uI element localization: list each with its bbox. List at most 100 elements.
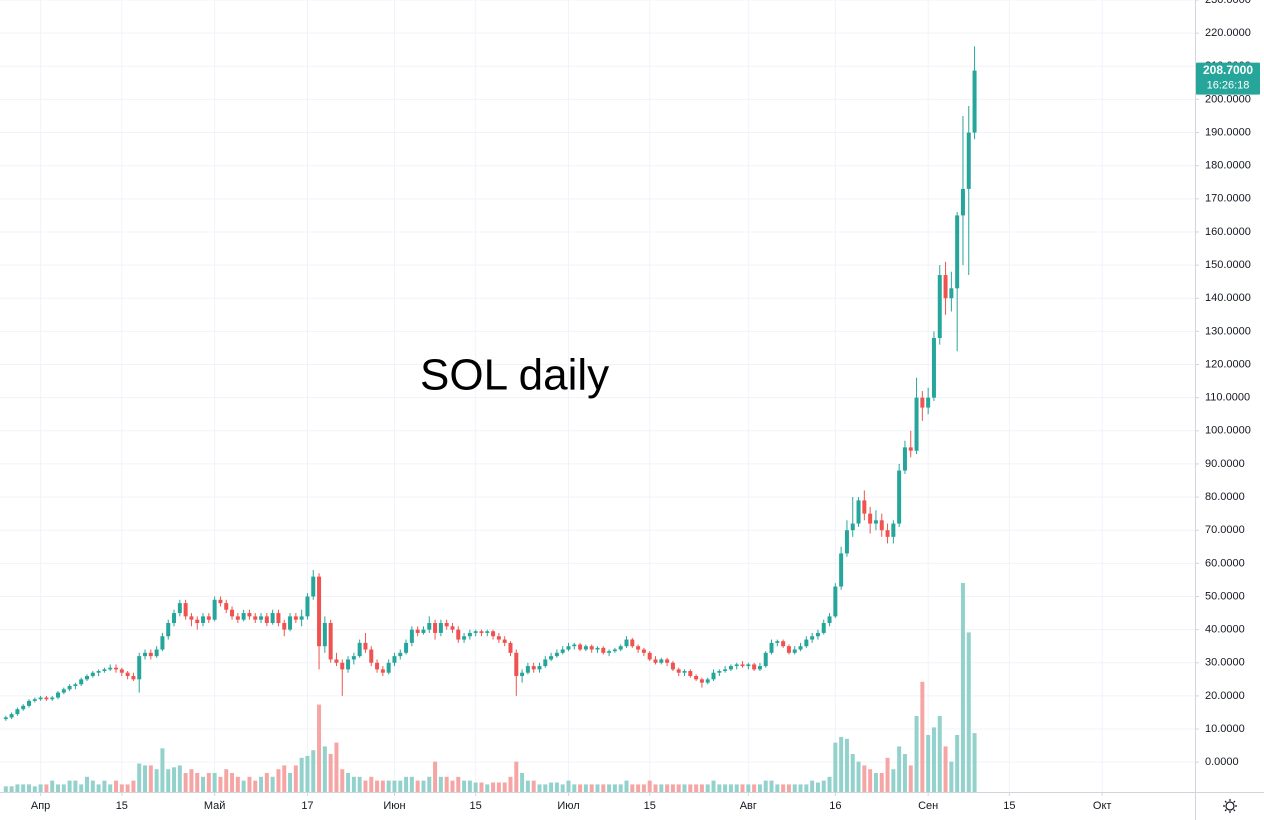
volume-bar [108,784,113,792]
volume-bar [38,784,43,792]
volume-bar [844,738,849,792]
candle-body [514,652,519,677]
volume-bar [554,782,559,792]
candle-body [212,599,217,620]
candle-body [682,671,687,673]
candle-body [32,699,37,701]
candle-body [131,676,136,680]
candle-body [3,717,8,720]
candle-body [351,656,356,660]
candle-body [21,705,26,710]
candle-body [554,652,559,657]
volume-bar [694,784,699,792]
volume-bar [247,776,252,792]
candle-body [850,523,855,531]
candle-body [525,666,530,673]
volume-bar [792,784,797,792]
candle-body [119,669,124,673]
y-tick-label: 50.0000 [1205,590,1245,602]
volume-bar [508,776,513,792]
volume-bar [201,776,206,792]
candle-body [375,662,380,670]
candle-body [879,520,884,531]
volume-bar [496,782,501,792]
x-tick-label: 15 [1003,800,1015,812]
volume-bar [85,776,90,792]
candle-body [839,553,844,587]
candle-body [827,616,832,623]
y-tick-label: 0.0000 [1205,756,1239,768]
volume-bar [119,784,124,792]
settings-icon[interactable] [1223,799,1237,813]
volume-bar [665,784,670,792]
volume-bars [3,583,977,792]
volume-bar [636,784,641,792]
volume-bar [659,784,664,792]
candle-body [833,586,838,617]
candle-body [311,576,316,597]
volume-bar [949,761,954,792]
candle-body [926,397,931,408]
candle-body [960,188,965,216]
candle-body [630,639,635,647]
volume-bar [392,780,397,792]
candle-body [56,692,61,698]
volume-bar [920,681,925,792]
volume-bar [450,780,455,792]
volume-bar [288,773,293,792]
candle-body [485,631,490,633]
candle-body [699,679,704,683]
candle-body [792,649,797,653]
volume-bar [224,769,229,792]
candle-body [804,639,809,647]
y-tick-label: 60.0000 [1205,557,1245,569]
volume-bar [734,784,739,792]
volume-bar [549,782,554,792]
volume-bar [682,784,687,792]
candle-body [711,672,716,680]
candle-body [897,470,902,524]
volume-bar [839,736,844,792]
candle-body [462,636,467,640]
volume-bar [212,773,217,792]
candle-body [177,603,182,614]
volume-bar [456,776,461,792]
candle-body [821,622,826,633]
candle-body [357,642,362,657]
candle-body [955,215,960,289]
volume-bar [363,780,368,792]
volume-bar [514,761,519,792]
volume-bar [9,786,14,792]
volume-bar [317,704,322,792]
volume-bar [415,780,420,792]
volume-bar [723,784,728,792]
volume-bar [601,784,606,792]
candle-body [717,671,722,673]
candle-body [757,666,762,670]
candle-body [409,629,414,643]
volume-bar [160,748,165,792]
candle-body [346,659,351,670]
volume-bar [902,754,907,792]
volume-bar [775,784,780,792]
candle-body [206,616,211,620]
volume-bar [908,765,913,792]
volume-bar [154,769,159,792]
candle-body [438,622,443,633]
volume-bar [862,765,867,792]
volume-bar [868,769,873,792]
volume-bar [833,742,838,792]
volume-bar [630,784,635,792]
candle-body [891,523,896,537]
volume-bar [897,746,902,792]
volume-bar [56,784,61,792]
y-tick-label: 10.0000 [1205,723,1245,735]
volume-bar [177,765,182,792]
volume-bar [589,784,594,792]
volume-bar [879,773,884,792]
y-tick-label: 190.0000 [1205,126,1251,138]
x-tick-label: Июн [383,800,405,812]
volume-bar [218,776,223,792]
candle-body [79,679,84,685]
candle-body [479,631,484,633]
